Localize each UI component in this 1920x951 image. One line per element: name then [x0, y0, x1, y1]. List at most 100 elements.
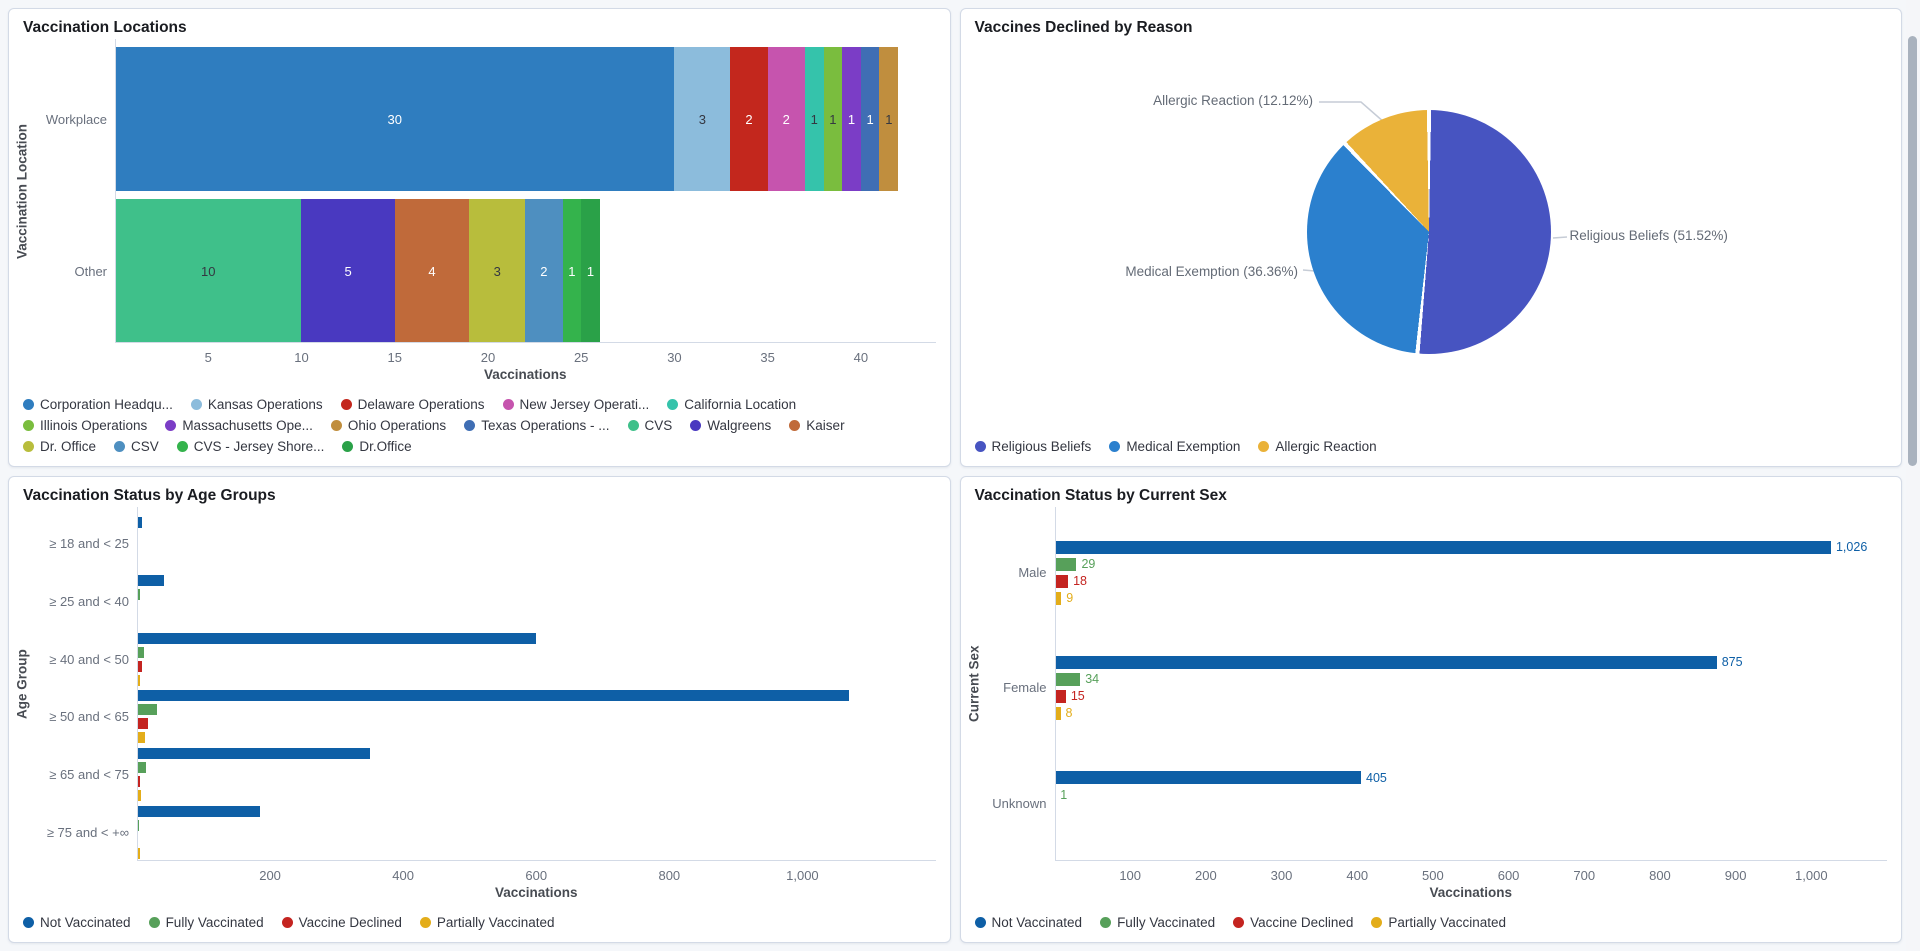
bar-segment[interactable]: 2	[767, 47, 805, 191]
legend-label: Dr. Office	[40, 439, 97, 454]
panel-vaccination-status-by-current-sex: Vaccination Status by Current Sex Curren…	[959, 476, 1902, 943]
legend-item[interactable]: Dr. Office	[23, 439, 96, 454]
bar[interactable]	[1054, 591, 1062, 605]
bar[interactable]	[137, 660, 143, 672]
bar[interactable]	[137, 545, 138, 557]
legend-item[interactable]: Walgreens	[690, 418, 771, 433]
bar[interactable]	[137, 704, 157, 716]
bar-value-label: 405	[1366, 770, 1387, 785]
legend-item[interactable]: Massachusetts Ope...	[165, 418, 313, 433]
x-axis-title: Vaccinations	[483, 367, 567, 382]
bar-segment[interactable]: 1	[581, 199, 600, 343]
chart-legend: Religious Beliefs Medical Exemption Allerg…	[961, 431, 1902, 466]
bar-segment[interactable]: 4	[394, 199, 470, 343]
legend-item[interactable]: Kansas Operations	[190, 397, 323, 412]
category-label: ≥ 75 and < +∞	[46, 824, 129, 840]
legend-label: Partially Vaccinated	[1388, 915, 1506, 930]
legend-item[interactable]: Delaware Operations	[340, 397, 485, 412]
legend-item[interactable]: Not Vaccinated	[974, 915, 1083, 930]
bar[interactable]	[1054, 788, 1056, 802]
category-label: Workplace	[45, 111, 107, 127]
vertical-scrollbar[interactable]	[1906, 0, 1920, 951]
bar[interactable]	[137, 718, 148, 730]
legend-item[interactable]: Fully Vaccinated	[148, 915, 264, 930]
bar[interactable]	[1054, 672, 1081, 686]
legend-item[interactable]: Vaccine Declined	[281, 915, 402, 930]
bar[interactable]	[1054, 574, 1069, 588]
legend-item[interactable]: Allergic Reaction	[1258, 439, 1377, 454]
bar-segment[interactable]: 1	[842, 47, 861, 191]
bar[interactable]	[137, 833, 138, 845]
bar[interactable]	[137, 603, 139, 614]
legend-item[interactable]: Medical Exemption	[1109, 439, 1240, 454]
bar[interactable]	[137, 819, 139, 831]
bar-segment[interactable]: 3	[674, 47, 731, 191]
scrollbar-thumb[interactable]	[1908, 36, 1917, 466]
legend-item[interactable]: Dr.Office	[342, 439, 412, 454]
legend-label: Allergic Reaction	[1275, 439, 1377, 454]
panel-title: Vaccination Status by Age Groups	[23, 487, 276, 504]
bar[interactable]	[137, 690, 849, 702]
bar[interactable]	[137, 805, 261, 817]
bar[interactable]	[1054, 689, 1066, 703]
legend-item[interactable]: Not Vaccinated	[23, 915, 131, 930]
bar[interactable]	[137, 847, 140, 859]
legend-item[interactable]: California Location	[667, 397, 796, 412]
bar[interactable]	[137, 762, 147, 774]
bar[interactable]	[1054, 706, 1061, 720]
legend-item[interactable]: Texas Operations - ...	[464, 418, 610, 433]
bar[interactable]	[137, 632, 537, 644]
pie[interactable]	[1306, 110, 1551, 354]
legend-item[interactable]: Kaiser	[789, 418, 845, 433]
legend-item[interactable]: Ohio Operations	[330, 418, 446, 433]
bar[interactable]	[137, 559, 138, 571]
bar-segment[interactable]: 1	[562, 199, 582, 343]
legend-item[interactable]: Fully Vaccinated	[1100, 915, 1215, 930]
bar[interactable]	[137, 776, 141, 788]
bar[interactable]	[137, 531, 139, 543]
bar[interactable]	[137, 674, 140, 686]
bar[interactable]	[1054, 540, 1831, 554]
bar-segment[interactable]: 1	[804, 47, 824, 191]
bar-value-label: 9	[1066, 591, 1074, 606]
legend-item[interactable]: New Jersey Operati...	[502, 397, 649, 412]
bar[interactable]	[1054, 655, 1717, 669]
bar[interactable]	[1054, 557, 1077, 571]
bar-segment[interactable]: 1	[879, 47, 899, 191]
bar[interactable]	[137, 748, 370, 760]
bar-segment[interactable]: 2	[525, 199, 563, 343]
x-tick-label: 20	[480, 350, 496, 365]
legend-item[interactable]: Partially Vaccinated	[1371, 915, 1506, 930]
legend-dot	[1100, 917, 1112, 928]
bar-segment[interactable]: 1	[860, 47, 880, 191]
bar-segment[interactable]: 2	[730, 47, 768, 191]
bar-segment[interactable]: 1	[823, 47, 843, 191]
bar-segment[interactable]: 5	[301, 199, 395, 343]
legend-item[interactable]: Partially Vaccinated	[419, 915, 554, 930]
legend-item[interactable]: CVS - Jersey Shore...	[176, 439, 324, 454]
bar[interactable]	[137, 575, 164, 586]
bar-segment[interactable]: 3	[469, 199, 526, 343]
legend-item[interactable]: Illinois Operations	[23, 418, 147, 433]
legend-item[interactable]: Vaccine Declined	[1233, 915, 1353, 930]
bar[interactable]	[137, 646, 144, 658]
legend-label: CVS	[644, 418, 673, 433]
bar[interactable]	[137, 732, 145, 744]
bar[interactable]	[137, 517, 142, 529]
x-tick-label: 30	[667, 350, 682, 365]
bar[interactable]	[137, 589, 141, 600]
bar[interactable]	[137, 790, 141, 802]
x-tick-label: 200	[1195, 868, 1217, 883]
bar[interactable]	[137, 617, 139, 628]
bar-segment[interactable]: 30	[115, 47, 675, 191]
legend-item[interactable]: CVS	[627, 418, 673, 433]
legend-item[interactable]: CSV	[114, 439, 159, 454]
legend-label: Not Vaccinated	[991, 915, 1083, 930]
legend-item[interactable]: Religious Beliefs	[974, 439, 1091, 454]
bar-group-row: ≥ 25 and < 40	[35, 573, 936, 631]
bar-segment[interactable]: 10	[115, 199, 302, 343]
legend-item[interactable]: Corporation Headqu...	[23, 397, 173, 412]
legend-dot	[1109, 441, 1121, 452]
bar[interactable]	[1054, 771, 1361, 785]
legend-label: Medical Exemption	[1126, 439, 1241, 454]
